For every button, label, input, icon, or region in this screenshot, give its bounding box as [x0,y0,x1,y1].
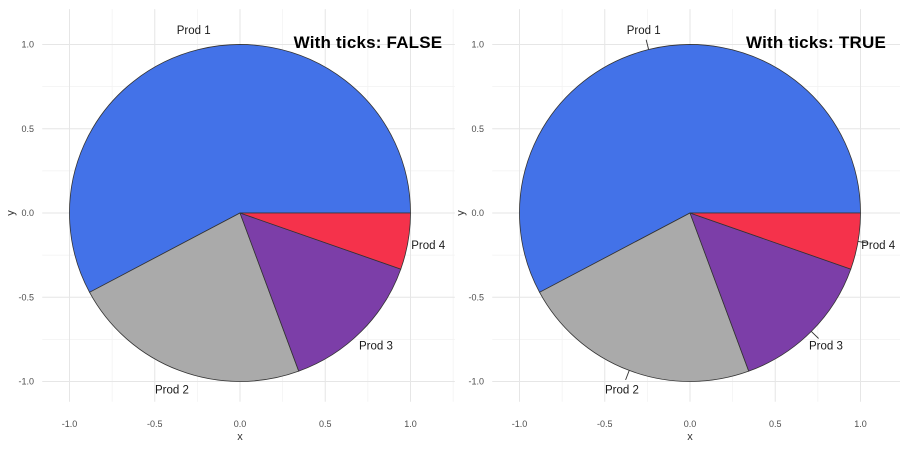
pie-slice-prod-1 [69,44,411,293]
label-tick-prod-3 [811,331,819,339]
x-tick-label: 1.0 [854,419,867,429]
pie-slice-prod-2 [89,212,300,382]
y-tick-label: 0.5 [21,124,34,134]
y-axis-title: y [5,210,17,216]
pie-slice-prod-1 [519,44,861,293]
slice-label-prod-1: Prod 1 [177,25,211,37]
y-tick-label: 1.0 [21,40,34,50]
pie-chart-with-ticks-true: Prod 1 Prod 2 Prod 3 Prod 4 -1.0 -1.0 -0.5 -0.5… [455,9,900,443]
x-tick-label: 0.0 [234,419,247,429]
pie-slice-prod-2 [539,212,750,382]
y-tick-label: -0.5 [18,292,34,302]
x-tick-label: -0.5 [147,419,163,429]
x-tick-label: 0.5 [769,419,782,429]
x-tick-label: -1.0 [62,419,78,429]
y-tick-label: 0.5 [471,124,484,134]
y-tick-label: 0.0 [21,208,34,218]
pie-slice-prod-4 [239,212,411,270]
slice-label-prod-2: Prod 2 [155,384,189,396]
chart-title-left: With ticks: FALSE [293,33,443,52]
y-tick-label: 1.0 [471,40,484,50]
label-tick-prod-1 [645,39,650,50]
chart-title-right: With ticks: TRUE [746,33,886,52]
y-tick-label: -1.0 [18,377,34,387]
x-tick-label: 0.5 [319,419,332,429]
x-tick-label: 1.0 [404,419,417,429]
y-axis-title: y [455,210,467,216]
slice-label-prod-2: Prod 2 [605,384,639,396]
slice-label-prod-1: Prod 1 [627,25,661,37]
label-tick-prod-2 [625,370,630,381]
x-axis-title: x [237,431,243,443]
pie-slice-prod-3 [239,212,402,372]
y-tick-label: -0.5 [468,292,484,302]
x-tick-label: -0.5 [597,419,613,429]
x-tick-label: 0.0 [684,419,697,429]
x-axis-title: x [687,431,693,443]
slice-label-prod-4: Prod 4 [861,240,895,252]
pie-chart-with-ticks-false: Prod 1 Prod 2 Prod 3 Prod 4 -1.0 -1.0 -0.5 -0.5… [5,9,455,443]
y-tick-label: -1.0 [468,377,484,387]
slice-label-prod-3: Prod 3 [809,341,843,353]
slice-label-prod-3: Prod 3 [359,341,393,353]
x-tick-label: -1.0 [512,419,528,429]
label-tick-prod-4 [857,241,869,244]
slice-label-prod-4: Prod 4 [411,240,445,252]
y-tick-label: 0.0 [471,208,484,218]
